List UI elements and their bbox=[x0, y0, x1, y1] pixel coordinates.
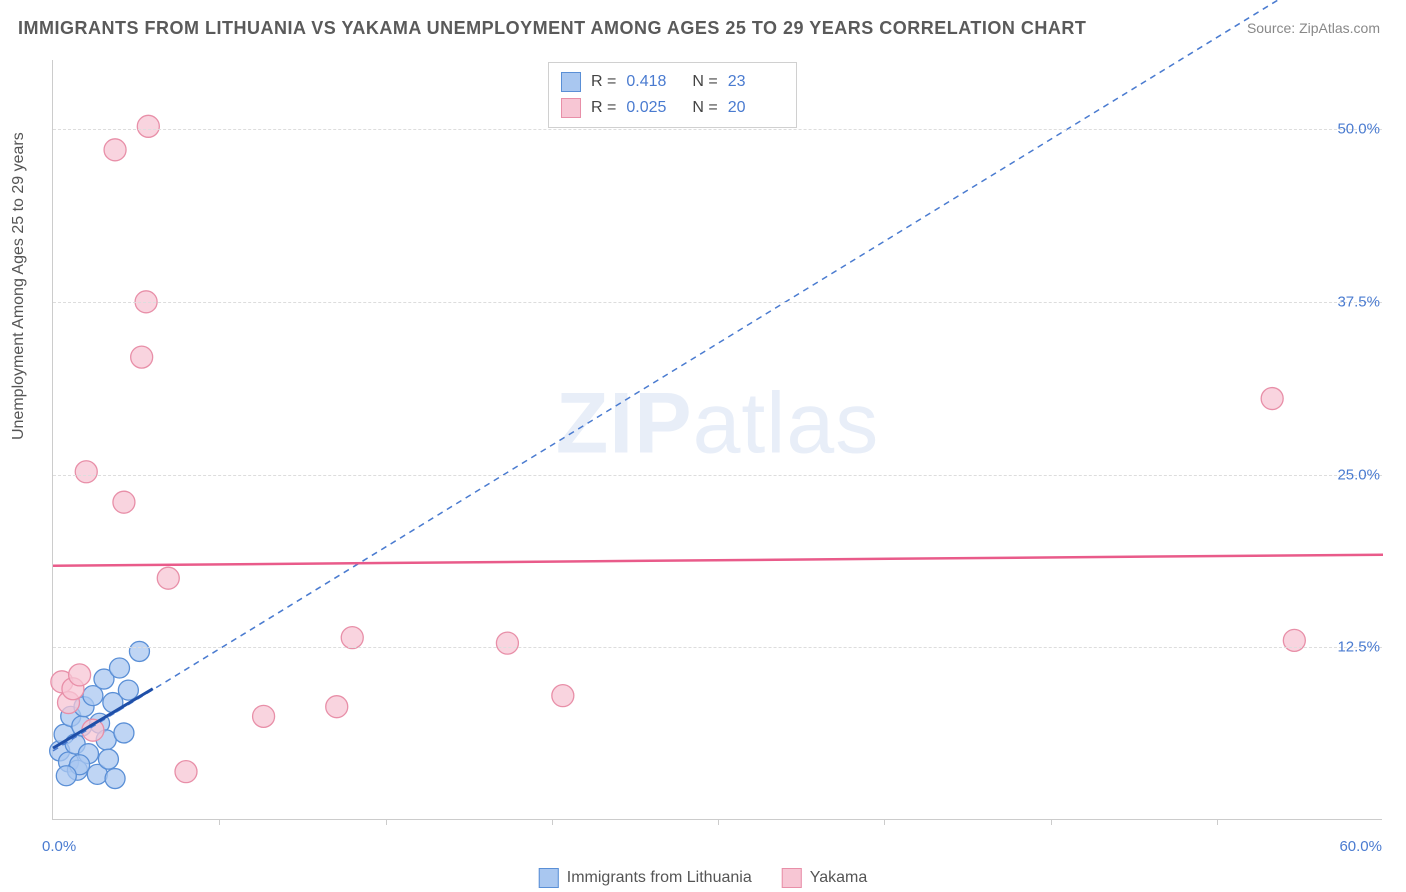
y-tick-label: 50.0% bbox=[1337, 121, 1380, 138]
chart-title: IMMIGRANTS FROM LITHUANIA VS YAKAMA UNEM… bbox=[18, 18, 1086, 39]
legend-swatch bbox=[539, 868, 559, 888]
legend-label: Immigrants from Lithuania bbox=[567, 869, 752, 887]
legend-swatch bbox=[561, 98, 581, 118]
legend-n-value: 23 bbox=[728, 73, 784, 91]
legend-label: Yakama bbox=[810, 869, 868, 887]
scatter-point bbox=[326, 696, 348, 718]
legend-row: R = 0.025 N = 20 bbox=[561, 95, 784, 121]
x-min-label: 0.0% bbox=[42, 838, 76, 855]
grid-line-h bbox=[53, 475, 1382, 476]
scatter-point bbox=[105, 769, 125, 789]
legend-n-value: 20 bbox=[728, 99, 784, 117]
scatter-point bbox=[157, 567, 179, 589]
stats-legend: R = 0.418 N = 23 R = 0.025 N = 20 bbox=[548, 62, 797, 128]
scatter-point bbox=[175, 761, 197, 783]
y-tick-label: 25.0% bbox=[1337, 466, 1380, 483]
x-tick bbox=[1217, 819, 1218, 825]
legend-row: R = 0.418 N = 23 bbox=[561, 69, 784, 95]
bottom-legend-item: Yakama bbox=[782, 868, 868, 888]
x-tick bbox=[386, 819, 387, 825]
legend-swatch bbox=[782, 868, 802, 888]
y-tick-label: 12.5% bbox=[1337, 639, 1380, 656]
scatter-point bbox=[129, 641, 149, 661]
scatter-point bbox=[114, 723, 134, 743]
scatter-point bbox=[1261, 388, 1283, 410]
legend-n-label: N = bbox=[692, 99, 717, 117]
scatter-point bbox=[113, 491, 135, 513]
grid-line-h bbox=[53, 647, 1382, 648]
trend-line bbox=[53, 555, 1383, 566]
plot-area: ZIPatlas bbox=[52, 60, 1382, 820]
scatter-point bbox=[341, 627, 363, 649]
bottom-legend-item: Immigrants from Lithuania bbox=[539, 868, 752, 888]
scatter-point bbox=[75, 461, 97, 483]
scatter-point bbox=[131, 346, 153, 368]
legend-r-label: R = bbox=[591, 73, 616, 91]
grid-line-h bbox=[53, 129, 1382, 130]
y-axis-title: Unemployment Among Ages 25 to 29 years bbox=[10, 132, 28, 440]
x-tick bbox=[552, 819, 553, 825]
scatter-point bbox=[552, 685, 574, 707]
scatter-point bbox=[98, 749, 118, 769]
scatter-point bbox=[104, 139, 126, 161]
legend-r-value: 0.025 bbox=[626, 99, 682, 117]
legend-r-value: 0.418 bbox=[626, 73, 682, 91]
legend-n-label: N = bbox=[692, 73, 717, 91]
x-tick bbox=[884, 819, 885, 825]
x-tick bbox=[718, 819, 719, 825]
x-max-label: 60.0% bbox=[1339, 838, 1382, 855]
x-tick bbox=[1051, 819, 1052, 825]
scatter-point bbox=[496, 632, 518, 654]
chart-container: IMMIGRANTS FROM LITHUANIA VS YAKAMA UNEM… bbox=[0, 0, 1406, 892]
scatter-point bbox=[69, 664, 91, 686]
plot-svg bbox=[53, 60, 1382, 819]
scatter-point bbox=[118, 680, 138, 700]
x-tick bbox=[219, 819, 220, 825]
source-label: Source: ZipAtlas.com bbox=[1247, 20, 1380, 36]
legend-swatch bbox=[561, 72, 581, 92]
scatter-point bbox=[253, 705, 275, 727]
bottom-legend: Immigrants from Lithuania Yakama bbox=[539, 868, 867, 888]
scatter-point bbox=[110, 658, 130, 678]
grid-line-h bbox=[53, 302, 1382, 303]
scatter-point bbox=[137, 115, 159, 137]
legend-r-label: R = bbox=[591, 99, 616, 117]
scatter-point bbox=[56, 766, 76, 786]
y-tick-label: 37.5% bbox=[1337, 293, 1380, 310]
